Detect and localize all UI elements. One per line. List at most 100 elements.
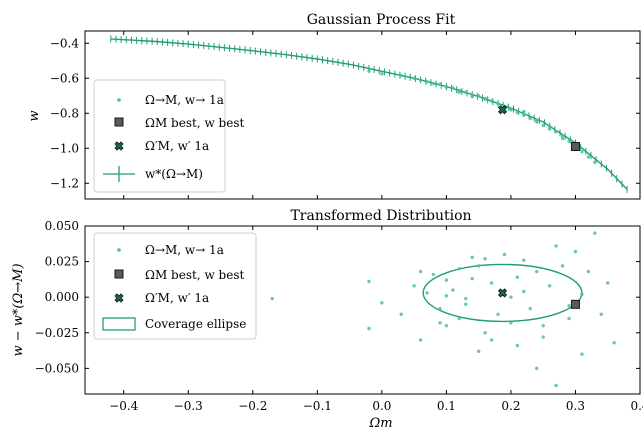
y-tick-label: −0.8	[50, 106, 79, 120]
bottom-legend-square	[114, 269, 124, 279]
scatter-point	[547, 284, 552, 288]
scatter-point	[509, 321, 513, 325]
scatter-point	[399, 73, 403, 78]
scatter-point	[380, 72, 384, 76]
scatter-point	[567, 139, 571, 143]
scatter-point	[457, 90, 462, 94]
scatter-point	[593, 160, 597, 164]
bottom-legend: Ω→M, w→ 1a ΩM best, w best Ω′M, w′ 1a Co…	[93, 232, 257, 340]
scatter-point	[522, 109, 526, 114]
bottom-legend-label-0: Ω→M, w→ 1a	[145, 243, 224, 257]
scatter-point	[425, 80, 429, 84]
scatter-point	[580, 352, 584, 356]
gp-mean-line	[110, 38, 628, 190]
top-legend-cross	[114, 141, 124, 151]
scatter-point	[554, 383, 558, 388]
x-tick-label: 0.2	[501, 399, 520, 413]
scatter-point	[489, 99, 494, 103]
bottom-legend-cross	[114, 293, 124, 303]
scatter-point	[476, 94, 481, 98]
bottom-legend-box	[93, 232, 257, 340]
scatter-point	[457, 316, 462, 321]
scatter-point	[451, 86, 455, 90]
scatter-point	[535, 269, 539, 274]
scatter-point	[470, 94, 474, 99]
scatter-point	[560, 134, 565, 138]
y-tick-label: −0.4	[50, 36, 80, 50]
scatter-point	[270, 296, 274, 301]
scatter-point	[412, 284, 416, 288]
prime-marker	[497, 288, 508, 298]
scatter-point	[560, 264, 565, 268]
scatter-point	[418, 78, 423, 82]
bottom-legend-label-1: ΩM best, w best	[145, 268, 244, 282]
scatter-point	[399, 312, 403, 316]
y-tick-label: −0.025	[35, 326, 79, 340]
x-tick-label: −0.3	[174, 399, 203, 413]
bottom-title: Transformed Distribution	[290, 208, 471, 224]
scatter-point	[418, 338, 423, 342]
scatter-point	[496, 312, 500, 316]
x-tick-label: −0.1	[303, 399, 332, 413]
top-legend-errorline	[103, 166, 135, 182]
scatter-point	[483, 257, 487, 261]
scatter-point	[444, 278, 449, 282]
scatter-point	[367, 326, 371, 331]
scatter-point	[476, 264, 481, 268]
y-tick-label: −1.0	[50, 141, 79, 155]
scatter-point	[586, 155, 591, 159]
x-tick-label: 0.0	[372, 399, 391, 413]
scatter-point	[464, 90, 468, 94]
scatter-point	[464, 296, 468, 301]
top-panel: Gaussian Process Fit −1.2 −1.0 −0.8 −0.6 −0.…	[27, 12, 641, 200]
scatter-point	[444, 323, 449, 328]
scatter-point	[476, 349, 481, 353]
top-legend-label-1: ΩM best, w best	[145, 116, 244, 130]
scatter-point	[438, 306, 442, 311]
scatter-point	[554, 244, 558, 248]
scatter-point	[425, 291, 429, 295]
top-legend-dot	[117, 98, 121, 102]
scatter-point	[489, 281, 494, 285]
x-tick-label: 0.1	[437, 399, 456, 413]
scatter-point	[535, 366, 539, 371]
scatter-point	[580, 150, 584, 154]
scatter-point	[528, 116, 532, 121]
scatter-point	[547, 127, 552, 131]
top-ylabel: w	[27, 110, 42, 121]
scatter-point	[580, 292, 584, 297]
scatter-point	[509, 295, 513, 299]
scatter-point	[612, 341, 616, 345]
bottom-legend-rect	[102, 317, 136, 331]
scatter-point	[451, 288, 455, 292]
scatter-point	[528, 306, 532, 311]
scatter-point	[489, 338, 494, 342]
scatter-point	[470, 276, 474, 281]
scatter-point	[541, 335, 545, 339]
scatter-point	[541, 123, 545, 128]
scatter-point	[515, 343, 520, 348]
scatter-point	[464, 302, 468, 307]
y-tick-label: 0.025	[45, 255, 79, 269]
bottom-legend-label-3: Coverage ellipse	[145, 317, 246, 331]
top-legend: Ω→M, w→ 1a ΩM best, w best Ω′M, w′ 1a w*…	[93, 79, 244, 193]
top-special-markers	[497, 105, 580, 151]
scatter-point	[522, 113, 526, 117]
y-tick-label: 0.050	[45, 219, 79, 233]
top-legend-box	[93, 79, 226, 193]
scatter-point	[554, 129, 558, 134]
y-tick-label: −0.050	[35, 361, 79, 375]
scatter-point	[567, 316, 571, 321]
bottom-legend-dot	[117, 248, 121, 252]
x-tick-label: 0.4	[630, 399, 643, 413]
bottom-scatter-points	[270, 231, 616, 388]
scatter-point	[560, 136, 565, 141]
y-tick-label: 0.000	[45, 290, 79, 304]
bottom-axes-frame	[84, 225, 641, 395]
top-axes-frame	[84, 30, 641, 200]
scatter-point	[547, 124, 552, 129]
top-legend-label-2: Ω′M, w′ 1a	[145, 139, 209, 153]
x-tick-label: −0.4	[109, 399, 139, 413]
scatter-point	[599, 312, 603, 316]
scatter-point	[380, 301, 384, 305]
